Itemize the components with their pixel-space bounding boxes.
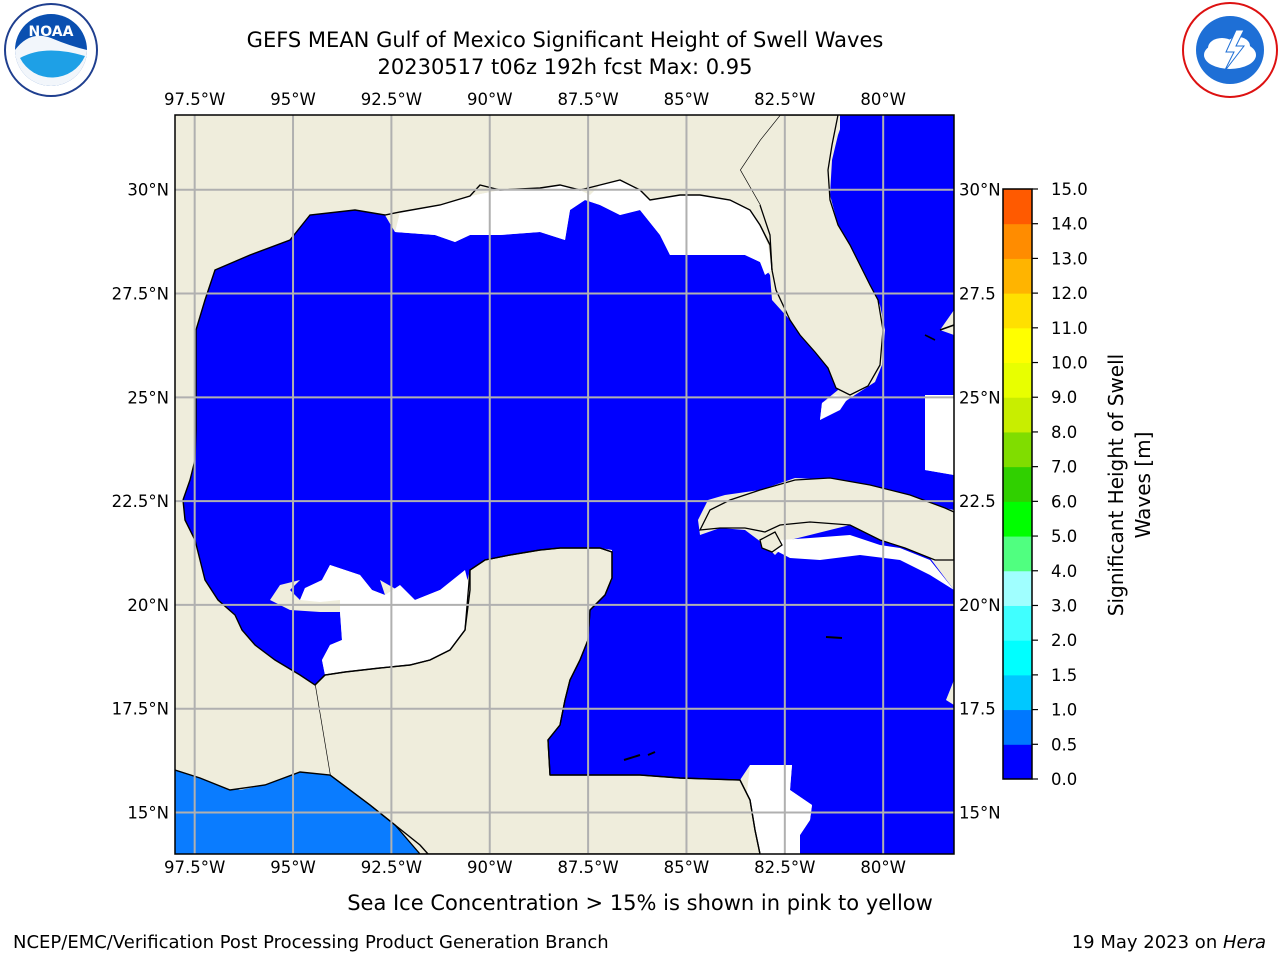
- colorbar-segment: [1003, 293, 1032, 329]
- colorbar-frame: [1002, 188, 1033, 780]
- lat-tick-right: 25°N: [959, 388, 1001, 407]
- lon-tick-top: 90°W: [467, 90, 513, 109]
- lon-tick-top: 87.5°W: [557, 90, 618, 109]
- colorbar-segment: [1003, 501, 1032, 537]
- lon-tick-bottom: 92.5°W: [361, 858, 422, 877]
- colorbar-tick-label: 1.0: [1051, 701, 1077, 720]
- nodata-campeche: [300, 565, 470, 675]
- lat-tick-left: 22.5°N: [112, 492, 169, 511]
- lon-tick-top: 97.5°W: [164, 90, 225, 109]
- lon-tick-bottom: 97.5°W: [164, 858, 225, 877]
- noaa-logo-text: NOAA: [29, 24, 74, 40]
- lat-tick-left: 27.5°N: [112, 285, 169, 304]
- map-area: [175, 115, 954, 854]
- colorbar-segment: [1003, 536, 1032, 572]
- lat-tick-left: 15°N: [127, 803, 169, 822]
- colorbar-tick-label: 0.5: [1051, 735, 1077, 754]
- colorbar-tick-label: 7.0: [1051, 458, 1077, 477]
- colorbar-segment: [1003, 674, 1032, 711]
- lon-tick-top: 80°W: [860, 90, 906, 109]
- lon-tick-bottom: 82.5°W: [754, 858, 815, 877]
- colorbar-segment: [1003, 397, 1032, 433]
- lat-tick-right: 30°N: [959, 181, 1001, 200]
- lat-tick-right: 20°N: [959, 596, 1001, 615]
- colorbar-tick-label: 13.0: [1051, 249, 1088, 268]
- coastline-gulf: [182, 179, 773, 501]
- colorbar-tick-label: 11.0: [1051, 319, 1088, 338]
- axis-ticks: 97.5°W 97.5°W 95°W 95°W 92.5°W 92.5°W 90°W 90°W…: [112, 90, 1001, 877]
- colorbar-label-line2: Waves [m]: [1131, 432, 1155, 539]
- colorbar-tick-label: 8.0: [1051, 423, 1077, 442]
- colorbar-segment: [1003, 362, 1032, 398]
- colorbar-segment: [1003, 327, 1032, 364]
- nodata-bahamas: [925, 395, 954, 475]
- colorbar-tick-label: 3.0: [1051, 596, 1077, 615]
- colorbar-label-line1: Significant Height of Swell: [1104, 354, 1128, 616]
- colorbar-tick-label: 14.0: [1051, 215, 1088, 234]
- lat-tick-right: 22.5: [959, 492, 996, 511]
- colorbar-tick-label: 6.0: [1051, 492, 1077, 511]
- colorbar-segment: [1003, 640, 1032, 676]
- lon-tick-bottom: 90°W: [467, 858, 513, 877]
- lon-tick-bottom: 80°W: [860, 858, 906, 877]
- footer-machine: Hera: [1222, 932, 1266, 953]
- coastline-honduras: [550, 774, 761, 854]
- coastline-bay-islands: [623, 751, 656, 761]
- lat-tick-right: 15°N: [959, 803, 1001, 822]
- lat-tick-left: 25°N: [127, 388, 169, 407]
- coastline-jamaica: [825, 636, 843, 639]
- nodata-cuba-south: [765, 535, 954, 590]
- colorbar: 15.0 14.0 13.0 12.0 11.0 10.0 9.0 8.0 7.0 6.0 5.0 4…: [1002, 180, 1088, 789]
- colorbar-segment: [1003, 431, 1032, 468]
- colorbar-segment: [1003, 223, 1032, 259]
- noaa-logo: NOAA: [4, 3, 98, 97]
- nodata-nicaragua: [745, 765, 812, 854]
- colorbar-tick-label: 4.0: [1051, 562, 1077, 581]
- nws-logo: [1182, 2, 1278, 98]
- sea-ice-note: Sea Ice Concentration > 15% is shown in …: [347, 891, 933, 915]
- lon-tick-top: 82.5°W: [754, 90, 815, 109]
- colorbar-tick-label: 0.0: [1051, 770, 1077, 789]
- colorbar-tick-label: 1.5: [1051, 666, 1077, 685]
- lat-tick-left: 30°N: [127, 181, 169, 200]
- colorbar-tick-label: 5.0: [1051, 527, 1077, 546]
- cuba-land: [698, 477, 954, 561]
- chart-title: GEFS MEAN Gulf of Mexico Significant Hei…: [246, 28, 884, 52]
- colorbar-tick-label: 2.0: [1051, 631, 1077, 650]
- lat-tick-left: 20°N: [127, 596, 169, 615]
- colorbar-tick-label: 10.0: [1051, 354, 1088, 373]
- colorbar-segment: [1003, 744, 1032, 780]
- mexico-west-land: [175, 115, 780, 790]
- lon-tick-top: 95°W: [270, 90, 316, 109]
- colorbar-segment: [1003, 709, 1032, 745]
- gulf-water: [183, 115, 954, 854]
- lon-tick-top: 85°W: [664, 90, 710, 109]
- map-frame: [174, 114, 955, 855]
- colorbar-segment: [1003, 258, 1032, 294]
- colorbar-segment: [1003, 189, 1032, 225]
- colorbar-tick-label: 15.0: [1051, 180, 1088, 199]
- colorbar-segment: [1003, 570, 1032, 606]
- nodata-florida-keys: [820, 395, 848, 420]
- colorbar-segment: [1003, 466, 1032, 502]
- lon-tick-bottom: 87.5°W: [557, 858, 618, 877]
- footer-date-text: 19 May 2023 on: [1071, 932, 1223, 953]
- colorbar-segment: [1003, 605, 1032, 641]
- coastline-isla-juventud: [759, 531, 783, 553]
- colorbar-tick-label: 9.0: [1051, 388, 1077, 407]
- footer-date: 19 May 2023 on Hera: [1072, 932, 1266, 953]
- lat-tick-right: 17.5: [959, 700, 996, 719]
- lon-tick-bottom: 85°W: [664, 858, 710, 877]
- lat-tick-left: 17.5°N: [112, 700, 169, 719]
- coastline-pacific: [175, 769, 429, 854]
- lon-tick-top: 92.5°W: [361, 90, 422, 109]
- lat-tick-right: 27.5: [959, 285, 996, 304]
- chart-subtitle: 20230517 t06z 192h fcst Max: 0.95: [377, 55, 753, 79]
- lon-tick-bottom: 95°W: [270, 858, 316, 877]
- graticule: [175, 115, 954, 854]
- colorbar-tick-label: 12.0: [1051, 284, 1088, 303]
- coastline-bahamas: [924, 324, 954, 341]
- footer-credit: NCEP/EMC/Verification Post Processing Pr…: [13, 932, 609, 953]
